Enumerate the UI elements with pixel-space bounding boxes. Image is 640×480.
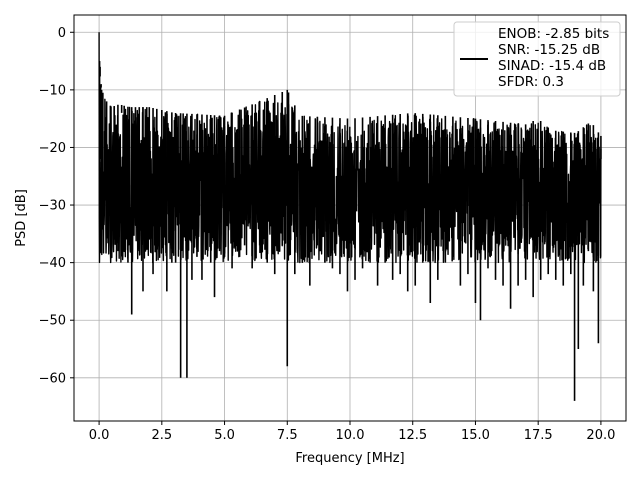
y-tick-label: −60	[39, 371, 66, 386]
x-axis-label: Frequency [MHz]	[295, 451, 404, 466]
x-tick-label: 10.0	[336, 428, 365, 443]
x-tick-label: 0.0	[89, 428, 110, 443]
y-tick-label: −20	[39, 141, 66, 156]
x-tick-label: 15.0	[461, 428, 490, 443]
x-tick-label: 2.5	[151, 428, 172, 443]
x-tick-label: 5.0	[214, 428, 235, 443]
y-tick-label: −40	[39, 256, 66, 271]
legend-snr: SNR: -15.25 dB	[498, 42, 600, 58]
x-axis-ticks: 0.0 2.5 5.0 7.5 10.0 12.5 15.0 17.5 20.0	[89, 421, 615, 443]
y-tick-label: −50	[39, 314, 66, 329]
x-tick-label: 12.5	[398, 428, 427, 443]
x-tick-label: 17.5	[524, 428, 553, 443]
series-psd	[98, 32, 602, 401]
y-tick-label: −30	[39, 199, 66, 214]
legend-sinad: SINAD: -15.4 dB	[498, 58, 606, 74]
legend-sfdr: SFDR: 0.3	[498, 74, 564, 90]
legend-box	[453, 21, 621, 97]
x-tick-label: 20.0	[586, 428, 615, 443]
y-axis-label: PSD [dB]	[14, 189, 29, 247]
legend: ENOB: -2.85 bits SNR: -15.25 dB SINAD: -…	[453, 21, 621, 97]
y-tick-label: −10	[39, 83, 66, 98]
legend-enob: ENOB: -2.85 bits	[498, 26, 609, 42]
y-axis-ticks: 0 −10 −20 −30 −40 −50 −60	[39, 26, 74, 386]
y-tick-label: 0	[58, 26, 66, 41]
x-tick-label: 7.5	[277, 428, 298, 443]
